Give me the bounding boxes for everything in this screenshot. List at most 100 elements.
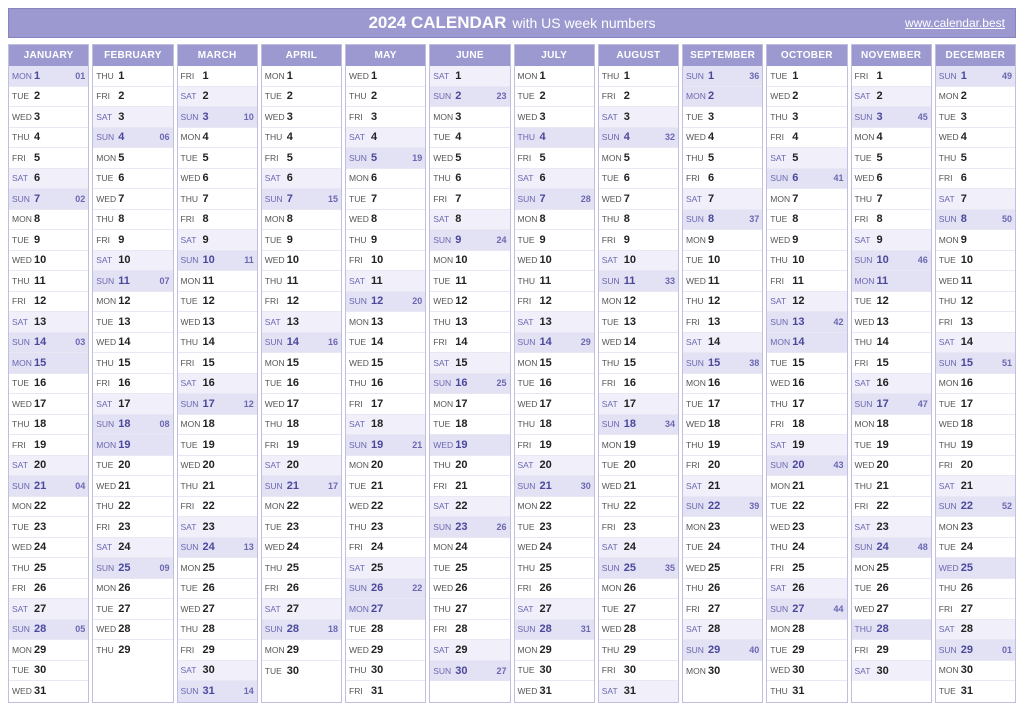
- day-cell: FRI27: [936, 599, 1015, 620]
- day-number: 16: [877, 377, 889, 389]
- day-cell: FRI13: [683, 312, 762, 333]
- day-cell: SAT8: [430, 210, 509, 231]
- day-cell: SUN1538: [683, 353, 762, 374]
- day-number: 14: [708, 336, 720, 348]
- day-number: 17: [455, 398, 467, 410]
- day-cell: THU14: [852, 333, 931, 354]
- day-of-week: FRI: [433, 481, 455, 491]
- day-of-week: FRI: [181, 358, 203, 368]
- day-of-week: TUE: [855, 583, 877, 593]
- day-cell: MON8: [262, 210, 341, 231]
- day-cell: TUE9: [9, 230, 88, 251]
- day-cell: SAT22: [430, 497, 509, 518]
- day-of-week: TUE: [265, 522, 287, 532]
- day-number: 11: [34, 275, 46, 287]
- week-number: 48: [918, 542, 928, 552]
- day-cell: FRI5: [515, 148, 594, 169]
- day-of-week: THU: [939, 583, 961, 593]
- source-link[interactable]: www.calendar.best: [905, 16, 1005, 30]
- day-cell: SUN2744: [767, 599, 846, 620]
- day-of-week: THU: [770, 542, 792, 552]
- day-of-week: SAT: [349, 276, 371, 286]
- day-of-week: SAT: [602, 399, 624, 409]
- day-cell: THU8: [599, 210, 678, 231]
- day-cell: TUE15: [767, 353, 846, 374]
- day-cell: TUE8: [767, 210, 846, 231]
- day-cell: THU19: [683, 435, 762, 456]
- day-of-week: MON: [433, 255, 455, 265]
- day-number: 22: [371, 500, 383, 512]
- week-number: 03: [75, 337, 85, 347]
- day-number: 30: [961, 664, 973, 676]
- day-cell: TUE5: [178, 148, 257, 169]
- day-of-week: WED: [433, 440, 455, 450]
- day-cell: MON19: [93, 435, 172, 456]
- week-number: 39: [749, 501, 759, 511]
- day-number: 29: [708, 644, 720, 656]
- day-cell: THU25: [9, 558, 88, 579]
- day-of-week: SAT: [602, 112, 624, 122]
- day-number: 5: [540, 152, 546, 164]
- day-of-week: SUN: [855, 255, 877, 265]
- week-number: 22: [412, 583, 422, 593]
- day-cell: WED4: [936, 128, 1015, 149]
- day-cell: MON22: [9, 497, 88, 518]
- day-number: 20: [203, 459, 215, 471]
- day-cell: THU6: [430, 169, 509, 190]
- day-cell: FRI6: [936, 169, 1015, 190]
- day-number: 8: [34, 213, 40, 225]
- day-number: 11: [708, 275, 720, 287]
- day-of-week: MON: [265, 358, 287, 368]
- day-number: 22: [287, 500, 299, 512]
- day-number: 7: [961, 193, 967, 205]
- week-number: 34: [665, 419, 675, 429]
- day-of-week: SUN: [12, 481, 34, 491]
- day-cell: SAT6: [515, 169, 594, 190]
- day-cell: SAT16: [178, 374, 257, 395]
- day-number: 29: [455, 644, 467, 656]
- day-number: 28: [624, 623, 636, 635]
- day-of-week: FRI: [686, 317, 708, 327]
- day-number: 26: [455, 582, 467, 594]
- day-of-week: WED: [349, 358, 371, 368]
- day-of-week: MON: [518, 501, 540, 511]
- day-cell: FRI8: [852, 210, 931, 231]
- day-number: 5: [877, 152, 883, 164]
- day-of-week: MON: [939, 91, 961, 101]
- day-number: 14: [624, 336, 636, 348]
- day-number: 9: [708, 234, 714, 246]
- day-number: 21: [624, 480, 636, 492]
- day-of-week: SUN: [12, 194, 34, 204]
- day-of-week: SAT: [181, 665, 203, 675]
- day-number: 11: [792, 275, 804, 287]
- day-cell: MON1: [262, 66, 341, 87]
- day-cell: THU5: [683, 148, 762, 169]
- day-number: 4: [287, 131, 293, 143]
- day-number: 28: [961, 623, 973, 635]
- day-number: 19: [792, 439, 804, 451]
- day-number: 26: [540, 582, 552, 594]
- day-of-week: SUN: [939, 501, 961, 511]
- day-of-week: WED: [939, 132, 961, 142]
- day-number: 6: [34, 172, 40, 184]
- day-of-week: SUN: [770, 173, 792, 183]
- day-of-week: MON: [96, 153, 118, 163]
- day-number: 26: [792, 582, 804, 594]
- week-number: 44: [833, 604, 843, 614]
- day-number: 26: [708, 582, 720, 594]
- day-of-week: TUE: [265, 378, 287, 388]
- day-cell: WED4: [683, 128, 762, 149]
- day-of-week: WED: [265, 542, 287, 552]
- day-number: 22: [540, 500, 552, 512]
- day-number: 13: [287, 316, 299, 328]
- day-of-week: TUE: [686, 255, 708, 265]
- day-number: 22: [118, 500, 130, 512]
- day-cell: TUE3: [683, 107, 762, 128]
- day-cell: MON16: [683, 374, 762, 395]
- week-number: 15: [328, 194, 338, 204]
- day-of-week: FRI: [433, 194, 455, 204]
- day-number: 3: [34, 111, 40, 123]
- day-number: 14: [203, 336, 215, 348]
- day-number: 11: [371, 275, 383, 287]
- day-number: 1: [118, 70, 124, 82]
